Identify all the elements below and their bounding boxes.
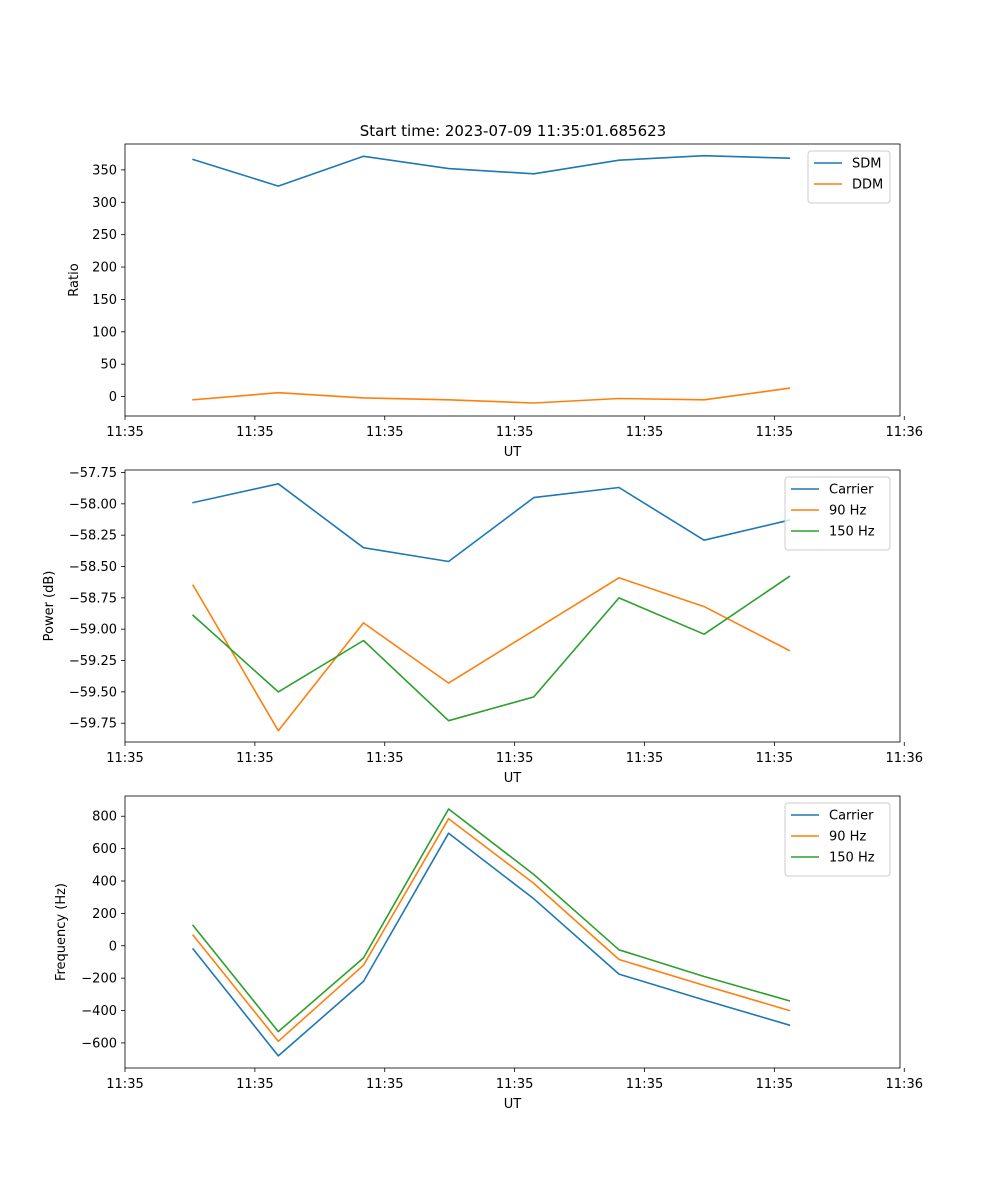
y-tick-label: −58.00 [69, 497, 117, 512]
plot-frame [124, 469, 901, 743]
y-tick-label: 250 [92, 228, 117, 243]
y-tick-label: 0 [109, 390, 117, 405]
legend-label: 150 Hz [829, 525, 875, 540]
y-tick-label: 100 [92, 325, 117, 340]
y-tick-label: −400 [81, 1004, 117, 1019]
y-tick-label: 50 [100, 358, 117, 373]
y-tick-label: 0 [109, 939, 117, 954]
y-tick-label: 200 [92, 907, 117, 922]
y-tick-label: −59.25 [69, 654, 117, 669]
y-tick-label: −57.75 [69, 466, 117, 481]
plot-frame [124, 143, 901, 417]
x-tick-label: 11:35 [236, 425, 273, 440]
figure-title: Start time: 2023-07-09 11:35:01.685623 [360, 122, 666, 140]
y-axis-label: Frequency (Hz) [54, 883, 69, 981]
legend-label: DDM [852, 178, 883, 193]
series-line-carrier [191, 832, 791, 1057]
x-tick-label: 11:35 [106, 751, 143, 766]
x-tick-label: 11:36 [886, 1077, 923, 1092]
x-tick-label: 11:35 [756, 1077, 793, 1092]
y-tick-label: −58.25 [69, 529, 117, 544]
legend: Carrier 90 Hz 150 Hz [784, 476, 891, 551]
legend-label: SDM [852, 157, 881, 172]
legend-box [807, 150, 891, 204]
x-tick-label: 11:35 [236, 751, 273, 766]
legend: SDM DDM [807, 150, 891, 204]
x-tick-label: 11:36 [886, 751, 923, 766]
y-tick-label: 400 [92, 875, 117, 890]
series-line-90-hz [191, 817, 791, 1043]
panels: 11:35 11:35 11:35 11:35 11:35 11:35 11:36 0 50 10… [42, 143, 923, 1112]
y-tick-label: −59.00 [69, 623, 117, 638]
x-tick-label: 11:35 [756, 425, 793, 440]
x-tick-label: 11:35 [756, 751, 793, 766]
x-axis-label: UT [504, 1097, 522, 1112]
legend-label: 90 Hz [829, 504, 866, 519]
x-tick-label: 11:35 [626, 425, 663, 440]
y-tick-label: 300 [92, 196, 117, 211]
y-tick-label: −59.75 [69, 717, 117, 732]
panel-3: 11:35 11:35 11:35 11:35 11:35 11:35 11:36 −600 −… [54, 795, 923, 1112]
x-tick-label: 11:35 [366, 751, 403, 766]
x-tick-label: 11:36 [886, 425, 923, 440]
legend-label: 90 Hz [829, 830, 866, 845]
y-axis-label: Ratio [67, 263, 82, 296]
y-tick-label: 800 [92, 810, 117, 825]
legend-label: Carrier [829, 483, 874, 498]
x-tick-label: 11:35 [496, 1077, 533, 1092]
x-tick-label: 11:35 [236, 1077, 273, 1092]
series-line-150-hz [191, 808, 791, 1033]
x-tick-label: 11:35 [366, 425, 403, 440]
x-tick-label: 11:35 [496, 425, 533, 440]
x-tick-label: 11:35 [366, 1077, 403, 1092]
plot-frame [124, 795, 901, 1069]
series-line-sdm [192, 154, 791, 187]
y-tick-label: −200 [81, 972, 117, 987]
series-line-carrier [192, 482, 791, 563]
legend-label: Carrier [829, 809, 874, 824]
x-tick-label: 11:35 [106, 1077, 143, 1092]
series-line-ddm [192, 387, 791, 404]
panel-2: 11:35 11:35 11:35 11:35 11:35 11:35 11:36 −59.7… [42, 466, 923, 786]
y-tick-label: 200 [92, 261, 117, 276]
y-tick-label: −58.75 [69, 591, 117, 606]
x-tick-label: 11:35 [496, 751, 533, 766]
y-tick-label: 600 [92, 842, 117, 857]
series-line-150-hz [191, 575, 791, 722]
x-axis-label: UT [504, 445, 522, 460]
x-axis-label: UT [504, 771, 522, 786]
y-tick-label: −59.50 [69, 685, 117, 700]
x-tick-label: 11:35 [106, 425, 143, 440]
x-tick-label: 11:35 [626, 751, 663, 766]
x-tick-label: 11:35 [626, 1077, 663, 1092]
y-tick-label: −58.50 [69, 560, 117, 575]
y-tick-label: −600 [81, 1036, 117, 1051]
legend: Carrier 90 Hz 150 Hz [784, 802, 891, 877]
y-tick-label: 150 [92, 293, 117, 308]
legend-label: 150 Hz [829, 851, 875, 866]
series-line-90-hz [192, 576, 791, 732]
panel-1: 11:35 11:35 11:35 11:35 11:35 11:35 11:36 0 50 10… [67, 143, 923, 460]
y-tick-label: 350 [92, 163, 117, 178]
y-axis-label: Power (dB) [42, 571, 57, 642]
